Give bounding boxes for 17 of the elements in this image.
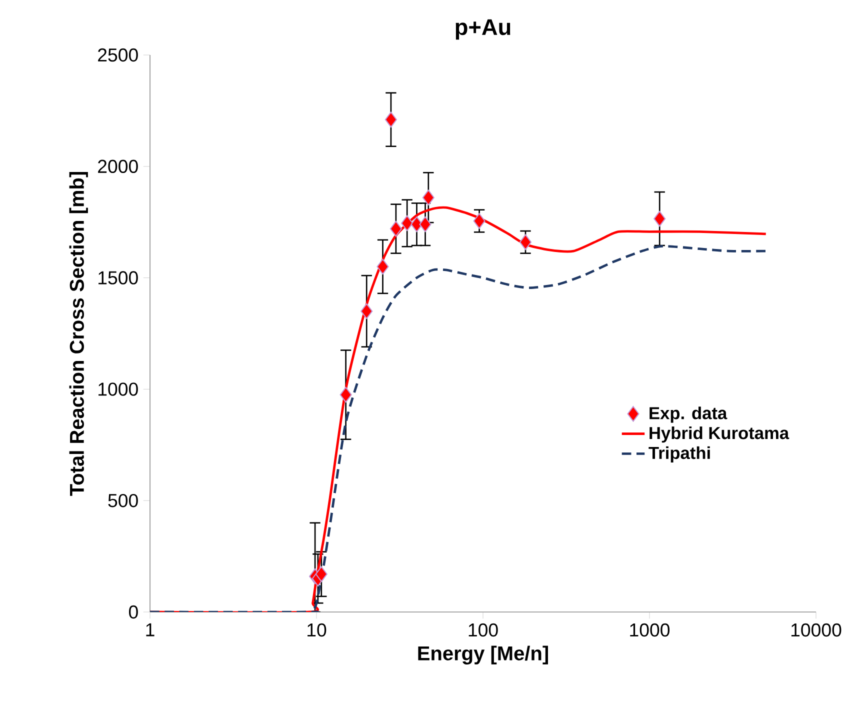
y-tick-label: 2500 [98, 48, 138, 62]
legend-label: Tripathi [648, 446, 710, 463]
y-tick-label: 1000 [98, 382, 138, 396]
x-tick-label: 10 [308, 623, 326, 637]
chart-title: p+Au [456, 19, 510, 40]
y-axis-title: Total Reaction Cross Section [mb] [69, 172, 88, 496]
x-tick-label: 100 [468, 623, 498, 637]
x-tick-label: 10000 [791, 623, 842, 637]
x-tick-label: 1 [146, 623, 154, 636]
legend-label: Hybrid Kurotama [650, 426, 790, 443]
x-tick-label: 1000 [630, 623, 670, 637]
x-axis-title: Energy [Me/n] [418, 646, 548, 664]
y-tick-label: 500 [108, 494, 138, 508]
y-tick-label: 2000 [98, 160, 138, 174]
y-tick-label: 1500 [98, 271, 138, 284]
legend-label: Exp. data [650, 406, 728, 423]
y-tick-label: 0 [128, 605, 138, 619]
